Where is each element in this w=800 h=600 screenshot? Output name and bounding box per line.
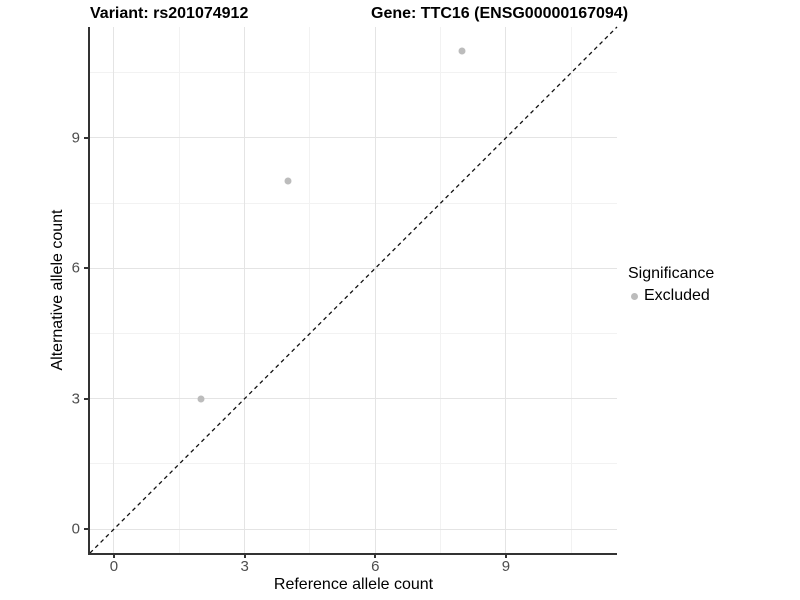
y-tick-label: 9 xyxy=(71,129,80,147)
y-tick-label: 0 xyxy=(71,520,80,538)
x-tick-mark xyxy=(374,553,377,558)
x-axis-line xyxy=(88,553,617,555)
gridline-major-horizontal xyxy=(90,267,617,269)
legend-item-label: Excluded xyxy=(644,287,710,304)
gridline-major-vertical xyxy=(374,27,376,553)
data-point xyxy=(284,177,292,185)
gridline-minor-horizontal xyxy=(90,463,617,465)
x-axis-title: Reference allele count xyxy=(273,576,434,593)
gridline-minor-horizontal xyxy=(90,72,617,74)
legend-point-icon xyxy=(631,292,638,300)
y-tick-label: 3 xyxy=(71,390,80,408)
data-point xyxy=(197,395,205,403)
x-tick-label: 9 xyxy=(501,558,511,575)
x-tick-label: 3 xyxy=(240,558,249,575)
gridline-minor-horizontal xyxy=(90,332,617,334)
gene-title: Gene: TTC16 (ENSG00000167094) xyxy=(371,5,629,22)
x-tick-mark xyxy=(504,553,507,558)
gridline-major-vertical xyxy=(505,27,507,553)
gridline-major-vertical xyxy=(113,27,115,553)
gridline-major-vertical xyxy=(244,27,246,553)
y-tick-label: 6 xyxy=(71,259,80,277)
legend: Significance Excluded xyxy=(628,265,714,305)
legend-rows: Excluded xyxy=(628,287,714,305)
x-tick-label: 0 xyxy=(109,558,119,575)
y-tick-mark xyxy=(84,136,89,139)
gridline-major-horizontal xyxy=(90,137,617,139)
identity-dashed-line xyxy=(89,26,618,554)
data-point xyxy=(458,47,466,55)
gridline-minor-vertical xyxy=(178,27,180,553)
x-tick-mark xyxy=(112,553,115,558)
y-axis-line xyxy=(88,27,90,555)
gridline-major-horizontal xyxy=(90,528,617,530)
gridline-minor-horizontal xyxy=(90,202,617,204)
x-tick-mark xyxy=(243,553,246,558)
plot-panel xyxy=(89,26,618,554)
variant-title: Variant: rs201074912 xyxy=(90,5,249,22)
legend-title: Significance xyxy=(628,265,715,282)
y-axis-title: Alternative allele count xyxy=(49,209,66,371)
y-tick-mark xyxy=(84,397,89,400)
y-tick-mark xyxy=(84,528,89,531)
y-tick-mark xyxy=(84,267,89,270)
legend-item: Excluded xyxy=(628,287,714,305)
gridline-major-horizontal xyxy=(90,398,617,400)
gridline-minor-vertical xyxy=(440,27,442,553)
gridline-minor-vertical xyxy=(309,27,311,553)
gridline-minor-vertical xyxy=(570,27,572,553)
x-tick-label: 6 xyxy=(371,558,380,575)
identity-line-layer xyxy=(89,26,618,554)
